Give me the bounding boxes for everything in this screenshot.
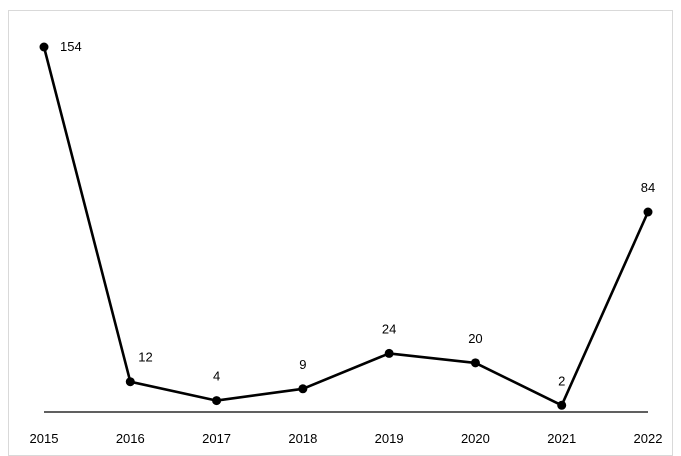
data-point-2019 — [384, 348, 394, 358]
data-label-2017: 4 — [213, 369, 220, 384]
data-point-2022 — [643, 207, 653, 217]
x-tick-label-2022: 2022 — [634, 431, 663, 446]
x-tick-label-2015: 2015 — [30, 431, 59, 446]
chart-frame-border — [8, 10, 673, 456]
data-label-2019: 24 — [382, 321, 396, 336]
data-point-2018 — [298, 384, 308, 394]
data-label-2018: 9 — [299, 357, 306, 372]
series-group — [39, 42, 653, 410]
series-line — [42, 46, 650, 407]
data-label-2016: 12 — [138, 350, 152, 365]
data-point-2017 — [212, 396, 222, 406]
data-point-2016 — [125, 377, 135, 387]
x-tick-label-2016: 2016 — [116, 431, 145, 446]
data-label-2020: 20 — [468, 331, 482, 346]
data-labels-group: 154 12 4 9 24 20 2 84 — [60, 39, 655, 388]
data-label-2021: 2 — [558, 373, 565, 388]
data-point-2021 — [557, 400, 567, 410]
x-tick-label-2020: 2020 — [461, 431, 490, 446]
x-tick-label-2018: 2018 — [288, 431, 317, 446]
data-label-2022: 84 — [641, 180, 655, 195]
data-point-2020 — [470, 358, 480, 368]
x-tick-label-2021: 2021 — [547, 431, 576, 446]
data-label-2015: 154 — [60, 39, 82, 54]
x-tick-label-2017: 2017 — [202, 431, 231, 446]
data-point-2015 — [39, 42, 49, 52]
x-tick-label-2019: 2019 — [375, 431, 404, 446]
x-tick-labels-group: 2015 2016 2017 2018 2019 2020 2021 2022 — [30, 431, 663, 446]
